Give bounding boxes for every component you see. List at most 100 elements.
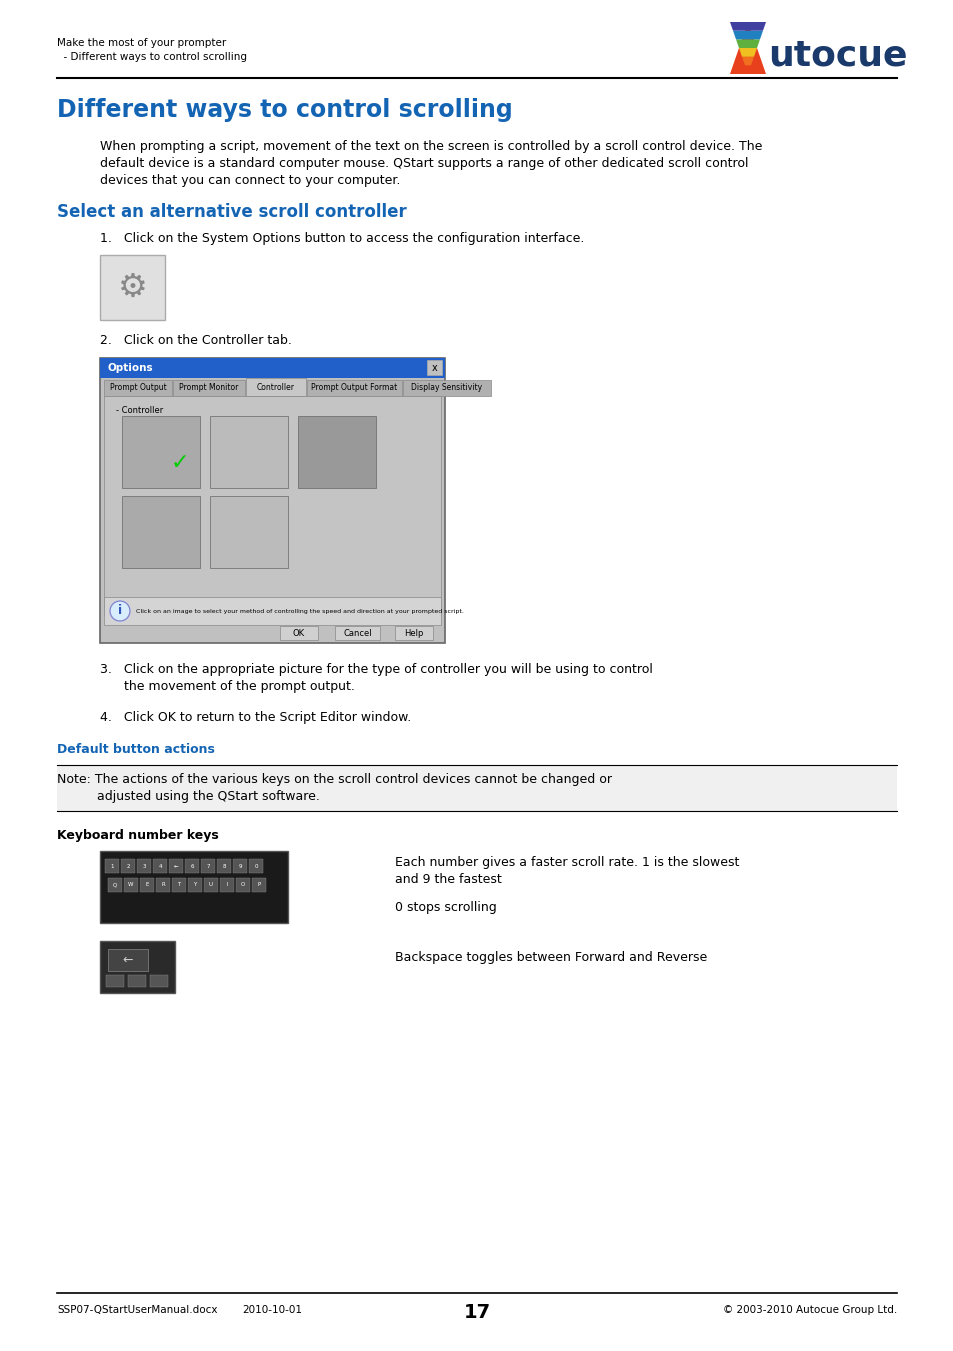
Polygon shape bbox=[729, 22, 765, 31]
Text: ←: ← bbox=[123, 954, 133, 966]
Text: adjusted using the QStart software.: adjusted using the QStart software. bbox=[97, 790, 319, 802]
Text: © 2003-2010 Autocue Group Ltd.: © 2003-2010 Autocue Group Ltd. bbox=[722, 1305, 896, 1315]
Bar bbox=[220, 878, 233, 892]
Text: ✓: ✓ bbox=[171, 453, 189, 473]
Text: P: P bbox=[257, 882, 260, 888]
Polygon shape bbox=[744, 65, 750, 74]
Text: default device is a standard computer mouse. QStart supports a range of other de: default device is a standard computer mo… bbox=[100, 157, 748, 170]
Text: 3: 3 bbox=[142, 863, 146, 869]
Text: utocue: utocue bbox=[767, 39, 906, 73]
Bar bbox=[172, 878, 186, 892]
Polygon shape bbox=[729, 22, 765, 74]
Polygon shape bbox=[739, 49, 757, 57]
Text: O: O bbox=[240, 882, 245, 888]
Text: Backspace toggles between Forward and Reverse: Backspace toggles between Forward and Re… bbox=[395, 951, 706, 965]
Text: T: T bbox=[177, 882, 180, 888]
Bar bbox=[210, 496, 288, 567]
Text: Y: Y bbox=[193, 882, 196, 888]
Bar bbox=[427, 359, 441, 376]
Bar bbox=[335, 626, 379, 640]
Bar bbox=[210, 416, 288, 488]
Bar bbox=[122, 416, 200, 488]
Bar bbox=[169, 859, 183, 873]
Bar bbox=[216, 859, 231, 873]
Text: Note: The actions of the various keys on the scroll control devices cannot be ch: Note: The actions of the various keys on… bbox=[57, 773, 612, 786]
Bar bbox=[150, 975, 168, 988]
Text: E: E bbox=[145, 882, 149, 888]
Bar bbox=[185, 859, 199, 873]
Bar bbox=[233, 859, 247, 873]
Bar bbox=[201, 859, 214, 873]
Text: Display Sensitivity: Display Sensitivity bbox=[411, 384, 482, 393]
Bar bbox=[121, 859, 135, 873]
Bar bbox=[280, 626, 317, 640]
Bar bbox=[249, 859, 263, 873]
Text: Make the most of your prompter: Make the most of your prompter bbox=[57, 38, 226, 49]
Text: the movement of the prompt output.: the movement of the prompt output. bbox=[100, 680, 355, 693]
Text: Q: Q bbox=[112, 882, 117, 888]
Bar bbox=[104, 597, 440, 626]
Bar bbox=[108, 878, 122, 892]
Text: Controller: Controller bbox=[256, 382, 294, 392]
Text: Different ways to control scrolling: Different ways to control scrolling bbox=[57, 99, 512, 122]
Bar bbox=[235, 878, 250, 892]
Bar bbox=[100, 358, 444, 643]
Text: 7: 7 bbox=[206, 863, 210, 869]
Text: Help: Help bbox=[404, 628, 423, 638]
Text: W: W bbox=[128, 882, 133, 888]
Bar bbox=[128, 975, 146, 988]
Text: U: U bbox=[209, 882, 213, 888]
Text: 2010-10-01: 2010-10-01 bbox=[242, 1305, 302, 1315]
Bar bbox=[307, 380, 401, 396]
Bar bbox=[57, 765, 896, 811]
Text: 1.   Click on the System Options button to access the configuration interface.: 1. Click on the System Options button to… bbox=[100, 232, 584, 245]
Text: 4: 4 bbox=[158, 863, 162, 869]
Text: 2.   Click on the Controller tab.: 2. Click on the Controller tab. bbox=[100, 334, 292, 347]
Bar bbox=[246, 378, 306, 396]
Bar bbox=[297, 416, 375, 488]
Circle shape bbox=[110, 601, 130, 621]
Text: 17: 17 bbox=[463, 1302, 490, 1323]
Bar bbox=[104, 380, 172, 396]
Bar bbox=[124, 878, 138, 892]
Bar bbox=[172, 380, 245, 396]
Text: R: R bbox=[161, 882, 165, 888]
Text: Keyboard number keys: Keyboard number keys bbox=[57, 830, 218, 842]
Bar bbox=[104, 396, 440, 615]
Text: Click on an image to select your method of controlling the speed and direction a: Click on an image to select your method … bbox=[136, 608, 463, 613]
Text: Cancel: Cancel bbox=[343, 628, 372, 638]
Text: Options: Options bbox=[108, 363, 153, 373]
Text: 0: 0 bbox=[254, 863, 257, 869]
Bar bbox=[402, 380, 491, 396]
Polygon shape bbox=[741, 57, 753, 65]
Bar bbox=[106, 975, 124, 988]
Text: 6: 6 bbox=[190, 863, 193, 869]
Text: 1: 1 bbox=[111, 863, 113, 869]
Text: OK: OK bbox=[293, 628, 305, 638]
Text: Prompt Output: Prompt Output bbox=[110, 384, 166, 393]
Bar bbox=[122, 496, 200, 567]
Text: Prompt Monitor: Prompt Monitor bbox=[179, 384, 238, 393]
Text: 9: 9 bbox=[238, 863, 241, 869]
Text: Default button actions: Default button actions bbox=[57, 743, 214, 757]
Text: 3.   Click on the appropriate picture for the type of controller you will be usi: 3. Click on the appropriate picture for … bbox=[100, 663, 652, 676]
Text: Select an alternative scroll controller: Select an alternative scroll controller bbox=[57, 203, 406, 222]
Text: 2: 2 bbox=[126, 863, 130, 869]
Text: x: x bbox=[432, 363, 437, 373]
Bar bbox=[105, 859, 119, 873]
Bar bbox=[137, 859, 151, 873]
Text: 0 stops scrolling: 0 stops scrolling bbox=[395, 901, 497, 915]
Text: Prompt Output Format: Prompt Output Format bbox=[311, 384, 397, 393]
Text: - Different ways to control scrolling: - Different ways to control scrolling bbox=[57, 51, 247, 62]
Bar bbox=[188, 878, 202, 892]
Text: When prompting a script, movement of the text on the screen is controlled by a s: When prompting a script, movement of the… bbox=[100, 141, 761, 153]
Bar bbox=[100, 851, 288, 923]
Bar bbox=[152, 859, 167, 873]
Text: - Controller: - Controller bbox=[116, 407, 163, 415]
Bar bbox=[156, 878, 170, 892]
Bar bbox=[108, 948, 148, 971]
Bar bbox=[252, 878, 266, 892]
Polygon shape bbox=[732, 31, 762, 39]
Bar bbox=[100, 942, 174, 993]
Text: i: i bbox=[118, 604, 122, 617]
